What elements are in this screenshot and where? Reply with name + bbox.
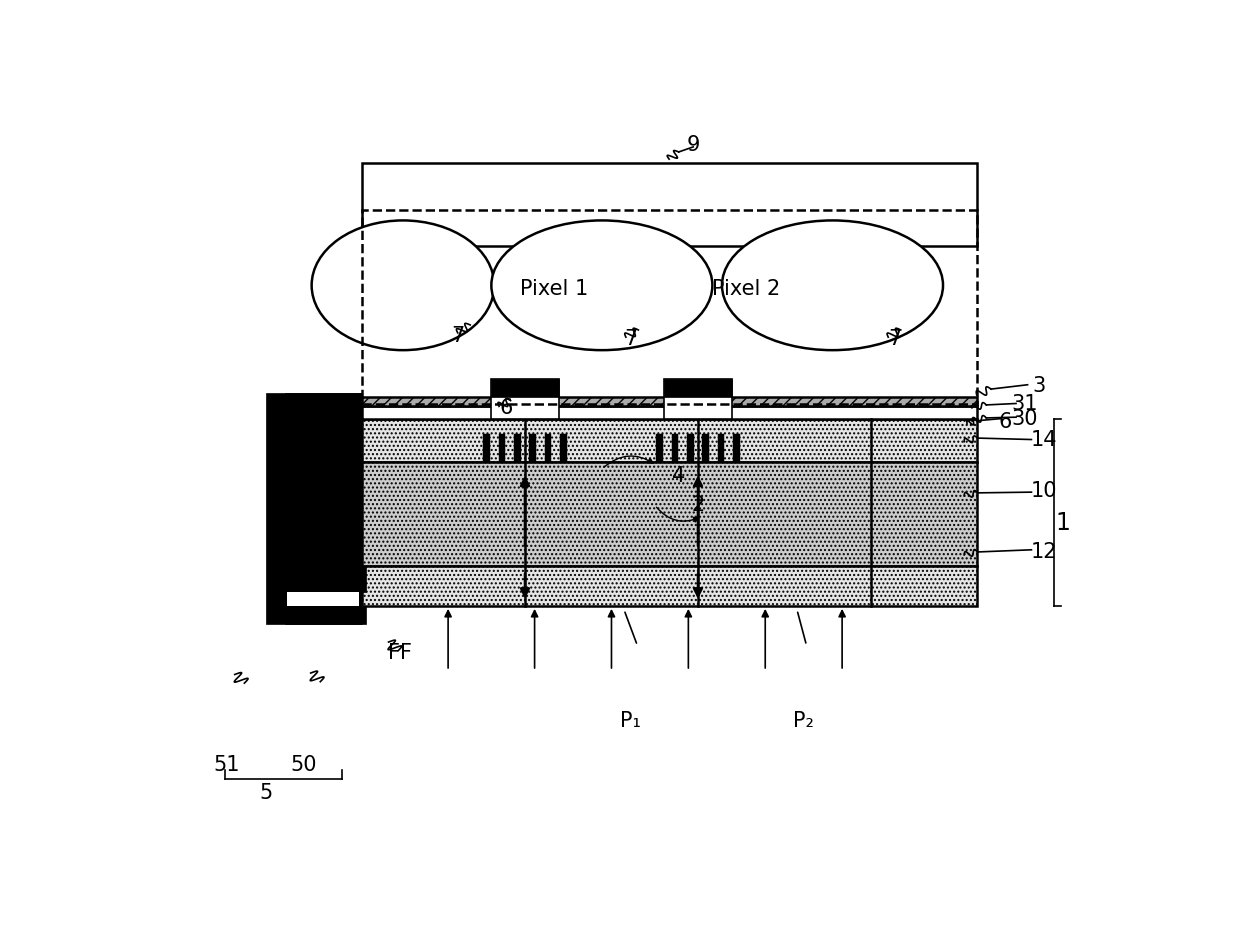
Text: 7: 7 — [888, 329, 901, 349]
Text: Pixel 2: Pixel 2 — [712, 279, 780, 299]
Bar — [733, 434, 740, 461]
Bar — [491, 379, 558, 397]
Bar — [362, 397, 977, 405]
Text: 4: 4 — [672, 466, 686, 487]
Text: 9: 9 — [687, 135, 699, 154]
Bar — [687, 434, 693, 461]
Text: 5: 5 — [259, 783, 272, 803]
Ellipse shape — [491, 221, 712, 350]
Text: 50: 50 — [290, 754, 317, 775]
Text: P₁: P₁ — [620, 711, 641, 731]
Bar — [285, 393, 362, 461]
Bar — [665, 379, 732, 397]
Bar — [702, 434, 709, 461]
Bar — [362, 210, 977, 404]
Bar — [362, 566, 977, 606]
Text: 3: 3 — [1033, 376, 1045, 396]
Text: 10: 10 — [1030, 481, 1058, 501]
Bar — [656, 434, 663, 461]
Text: 7: 7 — [624, 329, 637, 349]
Bar — [362, 461, 977, 566]
Text: 14: 14 — [1030, 431, 1058, 450]
Bar — [285, 566, 367, 592]
Text: Pixel 1: Pixel 1 — [520, 279, 588, 299]
Bar — [484, 434, 490, 461]
Bar — [362, 163, 977, 245]
Bar — [672, 434, 678, 461]
Text: 2: 2 — [692, 495, 704, 515]
Text: 31: 31 — [1012, 394, 1038, 415]
Bar — [265, 393, 362, 624]
Bar — [285, 606, 367, 624]
Text: 6: 6 — [498, 398, 512, 417]
Text: 7: 7 — [451, 326, 464, 345]
Text: 30: 30 — [1012, 409, 1038, 429]
Bar — [491, 379, 558, 418]
Text: FF: FF — [388, 643, 412, 663]
Text: 12: 12 — [1030, 542, 1058, 562]
Bar — [362, 418, 977, 461]
Text: P₂: P₂ — [794, 711, 815, 731]
Text: 1: 1 — [1055, 511, 1070, 535]
Bar — [718, 434, 724, 461]
Bar — [513, 434, 521, 461]
FancyArrowPatch shape — [604, 456, 653, 467]
Bar — [544, 434, 552, 461]
Bar — [665, 379, 732, 418]
Bar — [362, 405, 977, 418]
FancyArrowPatch shape — [656, 507, 699, 522]
Text: 6: 6 — [998, 412, 1012, 432]
Ellipse shape — [311, 221, 495, 350]
Ellipse shape — [722, 221, 942, 350]
Bar — [498, 434, 505, 461]
Bar — [529, 434, 536, 461]
Text: 51: 51 — [213, 754, 241, 775]
Bar — [560, 434, 567, 461]
Bar — [286, 592, 358, 606]
